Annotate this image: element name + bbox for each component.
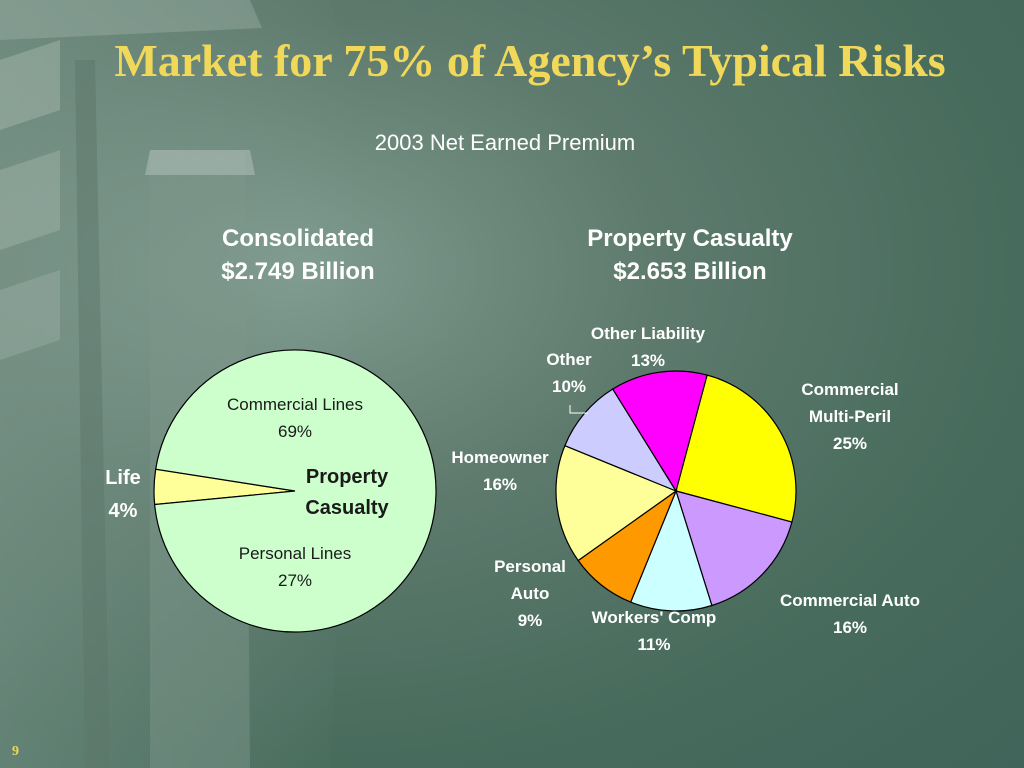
commercial-multi-peril-label: Commercial Multi-Peril 25%	[772, 376, 928, 457]
cmp-value: 25%	[832, 434, 868, 453]
personal-auto-label: Personal Auto 9%	[476, 553, 584, 634]
commercial-auto-label: Commercial Auto 16%	[758, 587, 942, 641]
homeowner-label-text: Homeowner	[451, 448, 549, 467]
homeowner-value: 16%	[482, 475, 518, 494]
commercial-auto-value: 16%	[832, 618, 868, 637]
personal-lines-value: 27%	[277, 571, 313, 590]
other-leader-line	[569, 405, 588, 414]
page-number: 9	[12, 744, 19, 759]
life-slice-label: Life 4%	[86, 462, 160, 528]
commercial-lines-annotation: Commercial Lines 69%	[190, 391, 400, 445]
other-liability-label-text: Other Liability	[590, 324, 706, 343]
other-liability-label: Other Liability 13%	[566, 320, 730, 374]
other-liability-value: 13%	[630, 351, 666, 370]
pie1-slice-property-casualty	[153, 349, 437, 633]
consolidated-chart-title: Consolidated $2.749 Billion	[178, 222, 418, 288]
pie2-slice-workers-comp	[629, 489, 713, 612]
slide-subtitle: 2003 Net Earned Premium	[374, 130, 636, 155]
property-casualty-chart-title: Property Casualty $2.653 Billion	[540, 222, 840, 288]
life-label: Life	[105, 467, 141, 489]
pie2-slice-homeowner	[555, 444, 678, 562]
commercial-lines-value: 69%	[277, 422, 313, 441]
slide-title: Market for 75% of Agency’s Typical Risks	[114, 35, 946, 86]
pie2-slice-other	[564, 388, 678, 493]
pc-title-line2: $2.653 Billion	[613, 258, 767, 285]
workers-comp-label-text: Workers' Comp	[591, 608, 717, 627]
commercial-auto-label-text: Commercial Auto	[779, 591, 921, 610]
consolidated-title-line1: Consolidated	[221, 225, 374, 252]
personal-auto-value: 9%	[517, 611, 543, 630]
consolidated-title-line2: $2.749 Billion	[221, 258, 375, 285]
other-label: Other 10%	[524, 346, 614, 400]
pc-title-line1: Property Casualty	[587, 225, 793, 252]
personal-lines-annotation: Personal Lines 27%	[190, 540, 400, 594]
pie2-slice-commercial-auto	[675, 490, 793, 607]
other-label-text: Other	[546, 350, 592, 369]
commercial-lines-label: Commercial Lines	[226, 395, 364, 414]
workers-comp-value: 11%	[637, 635, 671, 654]
pie2-slice-commercial-multi-peril	[675, 374, 797, 523]
other-value: 10%	[551, 377, 587, 396]
cmp-label-line1: Commercial	[801, 380, 899, 399]
life-value: 4%	[108, 500, 138, 522]
personal-auto-label-line2: Auto	[510, 584, 550, 603]
property-casualty-slice-label: Property Casualty	[305, 466, 389, 519]
homeowner-label: Homeowner 16%	[434, 444, 566, 498]
cmp-label-line2: Multi-Peril	[808, 407, 892, 426]
personal-lines-label: Personal Lines	[238, 544, 352, 563]
personal-auto-label-line1: Personal	[494, 557, 566, 576]
workers-comp-label: Workers' Comp 11%	[570, 604, 738, 658]
pie2-slice-other-liability	[611, 370, 708, 493]
